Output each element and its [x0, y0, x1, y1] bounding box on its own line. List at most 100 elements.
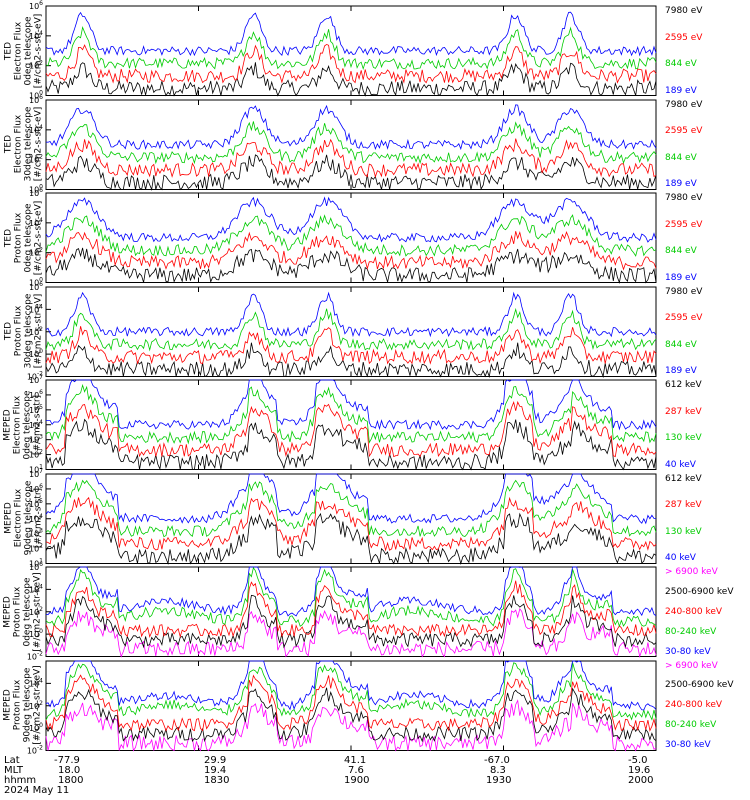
legend-channel-label: 130 keV	[665, 433, 702, 443]
legend-channel-label: 7980 eV	[665, 193, 703, 203]
footer-lat-0: -77.9	[54, 755, 80, 766]
footer-mlt-4: 19.6	[628, 765, 651, 776]
legend-channel-label: 844 eV	[665, 59, 697, 69]
series-line-4	[45, 566, 657, 628]
legend-channel-label: 2500-6900 keV	[665, 586, 734, 597]
legend-channel-label: 844 eV	[665, 339, 697, 350]
series-line-2	[45, 686, 657, 742]
legend-channel-label: 189 eV	[665, 85, 697, 96]
y-tick-label: 105	[29, 497, 43, 508]
series-line-4	[45, 661, 657, 721]
footer-lat-1: 29.9	[204, 755, 227, 766]
y-tick-label: 106	[29, 0, 43, 11]
series-line-4	[45, 473, 657, 524]
series-line-2	[45, 137, 657, 178]
legend-channel-label: 2595 eV	[665, 32, 703, 43]
legend-channel-label: 2500-6900 keV	[665, 680, 734, 691]
y-tick-label: 107	[29, 374, 43, 385]
series-line-1	[45, 608, 657, 659]
panel-frame	[45, 566, 657, 657]
footer-label-mlt: MLT	[4, 765, 23, 776]
y-tick-label: 103	[29, 434, 43, 445]
series-line-2	[45, 325, 657, 365]
y-tick-label: 106	[29, 389, 43, 400]
y-tick-label: 100	[29, 628, 43, 639]
footer-lat-4: -5.0	[628, 755, 648, 766]
series-line-3	[45, 479, 657, 537]
y-tick-label: 102	[29, 325, 43, 336]
panel-plot-svg: 104 102 100 10-2	[27, 659, 657, 755]
y-tick-label: 106	[29, 281, 43, 292]
series-line-1	[45, 698, 657, 752]
panel-frame	[45, 473, 657, 564]
flux-panel-2: TED Electron Flux 30deg telescope [#/cm2-s-…	[0, 94, 750, 195]
y-tick-label: 10-2	[27, 744, 43, 755]
y-tick-label: 100	[29, 277, 43, 288]
legend-channel-label: 189 eV	[665, 366, 697, 376]
series-line-2	[45, 43, 657, 84]
y-tick-label: 104	[29, 30, 43, 41]
y-tick-label: 103	[29, 527, 43, 538]
y-tick-label: 106	[29, 561, 43, 572]
panel-plot-svg: 106 104 102 100	[29, 187, 657, 288]
legend-channel-label: 287 keV	[665, 406, 702, 417]
series-line-1	[45, 418, 657, 471]
legend-channel-label: 612 keV	[665, 380, 702, 390]
panel-plot-svg: 106 104 102 100	[29, 0, 657, 101]
y-tick-label: 104	[29, 217, 43, 228]
y-tick-label: 101	[29, 464, 43, 475]
footer-mlt-3: 8.3	[490, 765, 506, 776]
series-line-4	[45, 103, 657, 150]
series-line-3	[45, 307, 657, 351]
y-tick-label: 106	[29, 187, 43, 198]
legend-channel-label: 40 keV	[665, 459, 696, 470]
y-tick-label: 102	[29, 153, 43, 164]
series-line-1	[45, 247, 657, 284]
y-tick-label: 104	[29, 512, 43, 523]
series-line-3	[45, 214, 657, 257]
legend-channel-label: 240-800 keV	[665, 606, 723, 617]
y-tick-label: 100	[29, 90, 43, 101]
footer-hhmm-3: 1930	[486, 775, 512, 786]
footer-mlt-2: 7.6	[348, 765, 364, 776]
legend-channel-label: 30-80 keV	[665, 646, 711, 657]
panel-plot-svg: 106 104 102 100 10-2	[27, 281, 657, 381]
legend-channel-label: 7980 eV	[665, 6, 703, 16]
footer-mlt-0: 18.0	[58, 765, 81, 776]
y-tick-label: 104	[29, 677, 43, 688]
series-line-3	[45, 383, 657, 445]
legend-channel-label: 240-800 keV	[665, 700, 723, 711]
y-tick-label: 102	[29, 699, 43, 710]
series-line-5	[45, 659, 657, 710]
series-line-4	[45, 196, 657, 243]
y-tick-label: 100	[29, 348, 43, 359]
series-line-2	[45, 400, 657, 458]
y-tick-label: 105	[29, 404, 43, 415]
series-line-4	[45, 291, 657, 337]
series-line-3	[45, 26, 657, 71]
flux-panel-4: TED Proton Flux 30deg telescope [#/cm2-s-st…	[0, 281, 750, 382]
y-tick-label: 104	[29, 419, 43, 430]
legend-channel-label: 2595 eV	[665, 219, 703, 230]
footer-hhmm-1: 1830	[204, 775, 230, 786]
series-line-1	[45, 153, 657, 191]
y-tick-label: 104	[29, 583, 43, 594]
panel-plot-svg: 107 106 105 104 103 102 101	[29, 374, 657, 475]
y-tick-label: 106	[29, 482, 43, 493]
panel-plot-svg: 106 104 102 100	[29, 94, 657, 194]
y-tick-label: 10-2	[27, 370, 43, 381]
flux-panel-1: TED Electron Flux 0deg telescope [#/cm2-s-s…	[0, 0, 750, 101]
footer-hhmm-4: 2000	[628, 775, 654, 786]
y-tick-label: 10-2	[27, 651, 43, 662]
y-tick-label: 106	[29, 94, 43, 105]
legend-channel-label: 130 keV	[665, 526, 702, 537]
series-line-4	[46, 379, 657, 431]
legend-channel-label: 2595 eV	[665, 313, 703, 323]
footer-date: 2024 May 11	[4, 785, 70, 796]
panel-frame	[45, 5, 657, 96]
time-axis-footer: Lat MLT hhmm 2024 May 11 -77.9 18.0 1800…	[0, 755, 750, 800]
y-tick-label: 100	[29, 183, 43, 194]
legend-channel-label: > 6900 keV	[665, 660, 718, 671]
footer-lat-3: -67.0	[484, 755, 510, 766]
y-tick-label: 101	[29, 557, 43, 568]
